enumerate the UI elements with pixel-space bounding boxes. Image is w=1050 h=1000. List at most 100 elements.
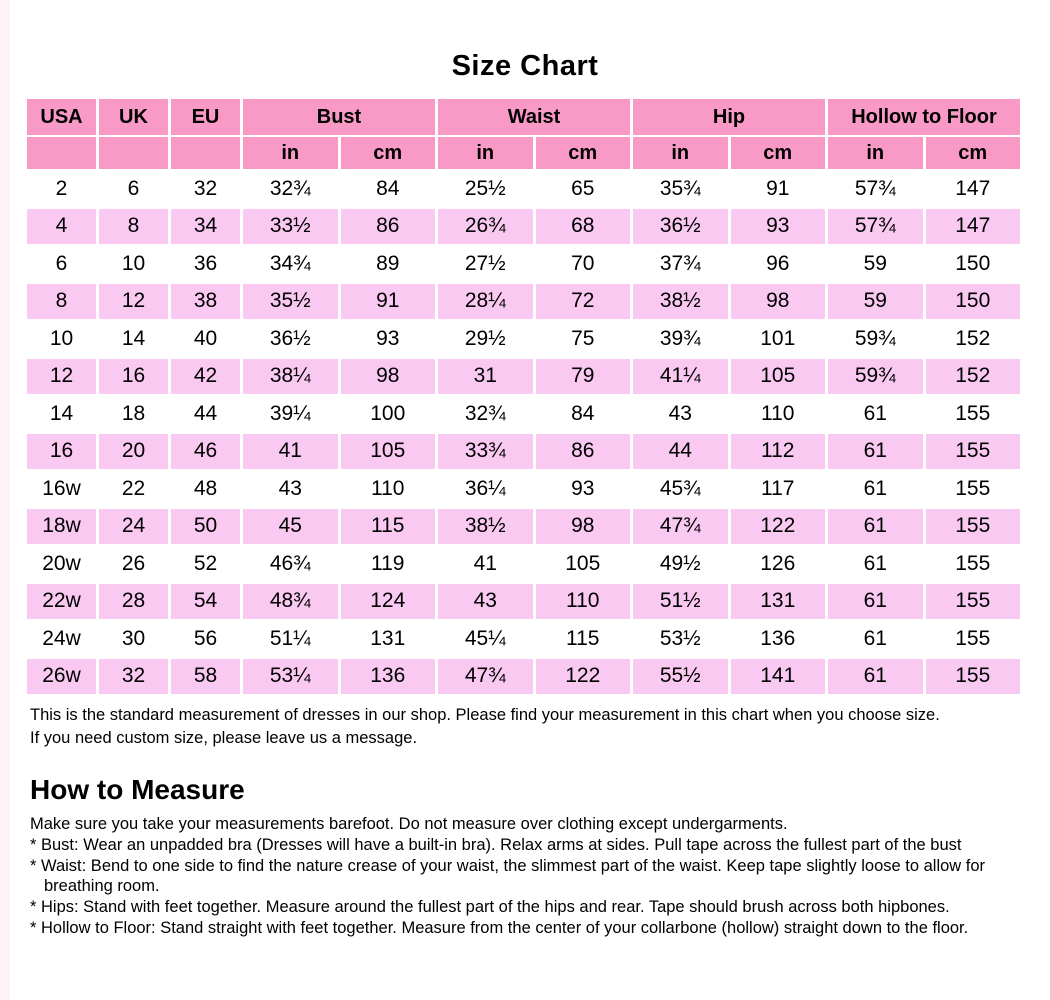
- size-cell: 22w: [27, 583, 96, 619]
- size-cell: 131: [340, 621, 435, 657]
- size-cell: 12: [99, 283, 168, 319]
- size-cell: 93: [730, 208, 825, 244]
- how-to-measure-heading: How to Measure: [30, 774, 245, 805]
- size-cell: 110: [340, 471, 435, 507]
- unit-header-in: in: [633, 137, 728, 169]
- size-cell: 34: [171, 208, 240, 244]
- size-row: 12 16 42 38¼ 98 31 79 41¼ 105 59¾ 152: [27, 358, 1020, 394]
- size-cell: 10: [99, 246, 168, 282]
- size-cell: 155: [925, 583, 1020, 619]
- size-cell: 136: [730, 621, 825, 657]
- size-cell: 18: [99, 396, 168, 432]
- size-cell: 43: [438, 583, 533, 619]
- size-cell: 51½: [633, 583, 728, 619]
- size-cell: 86: [340, 208, 435, 244]
- size-cell: 48: [171, 471, 240, 507]
- size-cell: 155: [925, 471, 1020, 507]
- group-header-bust: Bust: [243, 99, 435, 135]
- size-cell: 26w: [27, 658, 96, 694]
- size-cell: 53½: [633, 621, 728, 657]
- size-cell: 20: [99, 433, 168, 469]
- column-header-uk: UK: [99, 99, 168, 135]
- size-cell: 36¼: [438, 471, 533, 507]
- empty-header-cell: [171, 137, 240, 169]
- size-cell: 16: [27, 433, 96, 469]
- size-cell: 119: [340, 546, 435, 582]
- size-cell: 65: [535, 171, 630, 207]
- size-cell: 61: [828, 433, 923, 469]
- unit-header-cm: cm: [340, 137, 435, 169]
- size-cell: 68: [535, 208, 630, 244]
- size-cell: 75: [535, 321, 630, 357]
- size-chart-table: USA UK EU Bust Waist Hip Hollow to Floor in cm in…: [24, 97, 1023, 696]
- size-cell: 152: [925, 321, 1020, 357]
- size-cell: 46: [171, 433, 240, 469]
- standard-measurement-note: This is the standard measurement of dres…: [30, 704, 1005, 750]
- size-cell: 32¾: [438, 396, 533, 432]
- size-row: 18w 24 50 45 115 38½ 98 47¾ 122 61 155: [27, 508, 1020, 544]
- size-cell: 42: [171, 358, 240, 394]
- unit-header-cm: cm: [535, 137, 630, 169]
- size-cell: 112: [730, 433, 825, 469]
- size-cell: 155: [925, 546, 1020, 582]
- measure-item: * Waist: Bend to one side to find the na…: [30, 856, 986, 896]
- size-row: 4 8 34 33½ 86 26¾ 68 36½ 93 57¾ 147: [27, 208, 1020, 244]
- size-cell: 43: [243, 471, 338, 507]
- size-cell: 56: [171, 621, 240, 657]
- size-cell: 45: [243, 508, 338, 544]
- size-cell: 25½: [438, 171, 533, 207]
- size-cell: 26: [99, 546, 168, 582]
- size-cell: 24: [99, 508, 168, 544]
- size-cell: 79: [535, 358, 630, 394]
- size-cell: 33½: [243, 208, 338, 244]
- table-header-row: USA UK EU Bust Waist Hip Hollow to Floor: [27, 99, 1020, 135]
- size-cell: 28¼: [438, 283, 533, 319]
- size-cell: 98: [535, 508, 630, 544]
- size-cell: 44: [633, 433, 728, 469]
- unit-header-in: in: [438, 137, 533, 169]
- size-row: 14 18 44 39¼ 100 32¾ 84 43 110 61 155: [27, 396, 1020, 432]
- size-cell: 38½: [633, 283, 728, 319]
- size-cell: 24w: [27, 621, 96, 657]
- size-row: 24w 30 56 51¼ 131 45¼ 115 53½ 136 61 155: [27, 621, 1020, 657]
- size-cell: 16: [99, 358, 168, 394]
- size-cell: 26¾: [438, 208, 533, 244]
- size-cell: 141: [730, 658, 825, 694]
- size-cell: 43: [633, 396, 728, 432]
- size-cell: 155: [925, 396, 1020, 432]
- size-row: 8 12 38 35½ 91 28¼ 72 38½ 98 59 150: [27, 283, 1020, 319]
- size-row: 10 14 40 36½ 93 29½ 75 39¾ 101 59¾ 152: [27, 321, 1020, 357]
- size-cell: 4: [27, 208, 96, 244]
- size-cell: 14: [99, 321, 168, 357]
- size-cell: 46¾: [243, 546, 338, 582]
- size-cell: 27½: [438, 246, 533, 282]
- size-cell: 84: [535, 396, 630, 432]
- size-cell: 105: [730, 358, 825, 394]
- size-cell: 61: [828, 583, 923, 619]
- size-cell: 61: [828, 621, 923, 657]
- size-cell: 28: [99, 583, 168, 619]
- size-cell: 101: [730, 321, 825, 357]
- size-cell: 131: [730, 583, 825, 619]
- size-cell: 18w: [27, 508, 96, 544]
- size-cell: 49½: [633, 546, 728, 582]
- size-cell: 59¾: [828, 358, 923, 394]
- page-title: Size Chart: [451, 50, 599, 82]
- size-cell: 32: [171, 171, 240, 207]
- how-to-measure-intro: Make sure you take your measurements bar…: [30, 815, 788, 833]
- size-cell: 155: [925, 508, 1020, 544]
- size-cell: 50: [171, 508, 240, 544]
- size-cell: 122: [730, 508, 825, 544]
- size-cell: 30: [99, 621, 168, 657]
- note-line-2: If you need custom size, please leave us…: [30, 729, 418, 747]
- unit-header-row: in cm in cm in cm in cm: [27, 137, 1020, 169]
- size-cell: 57¾: [828, 208, 923, 244]
- measure-item: * Hips: Stand with feet together. Measur…: [30, 898, 950, 917]
- group-header-hollow-to-floor: Hollow to Floor: [828, 99, 1020, 135]
- size-cell: 38¼: [243, 358, 338, 394]
- size-cell: 110: [535, 583, 630, 619]
- size-cell: 93: [340, 321, 435, 357]
- size-cell: 86: [535, 433, 630, 469]
- size-cell: 32¾: [243, 171, 338, 207]
- size-chart-header: USA UK EU Bust Waist Hip Hollow to Floor in cm in…: [27, 99, 1020, 169]
